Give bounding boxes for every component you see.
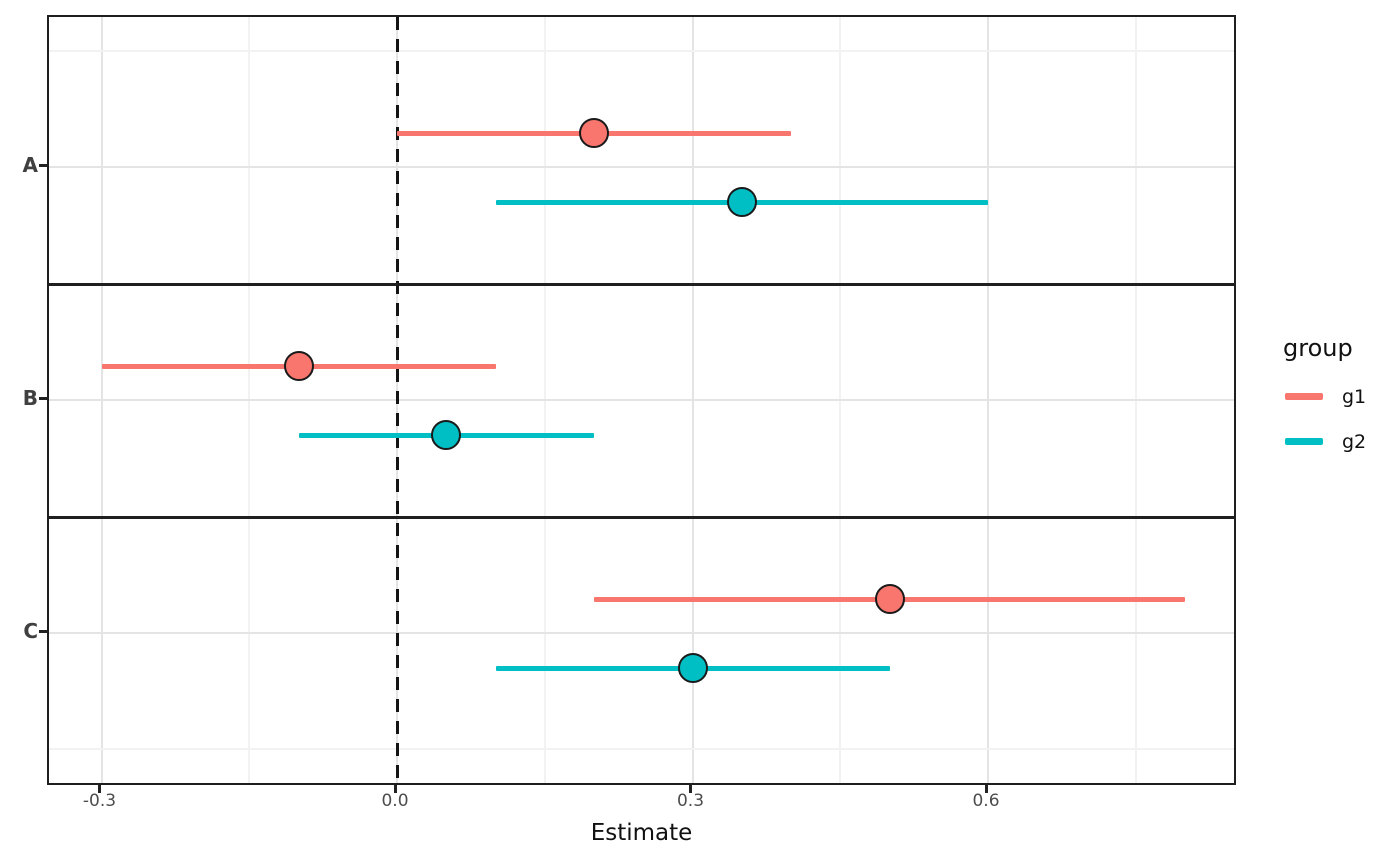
y-axis-tick (39, 163, 47, 167)
x-axis-tick-label: 0.3 (676, 791, 705, 811)
gridline-horizontal-major (49, 399, 1234, 401)
facet-label-b: B (22, 386, 38, 410)
zero-reference-line (395, 17, 399, 783)
point-g1-A (579, 118, 609, 148)
x-axis-tick (98, 785, 101, 793)
point-g2-A (726, 187, 757, 217)
legend-swatch-g1 (1285, 393, 1323, 400)
gridline-horizontal-minor (49, 748, 1234, 750)
x-axis-tick (689, 785, 692, 793)
x-axis-tick (984, 785, 988, 793)
y-axis-tick (39, 396, 47, 400)
gridline-horizontal-minor (49, 50, 1234, 52)
facet-label-a: A (22, 153, 38, 177)
point-g2-B (431, 420, 462, 450)
legend-swatch-g2 (1285, 438, 1323, 445)
y-axis-tick (39, 629, 47, 633)
point-g2-C (677, 653, 708, 683)
x-axis-tick-label: 0.0 (381, 791, 409, 811)
facet-label-c: C (23, 619, 38, 643)
legend-label-g2: g2 (1342, 431, 1367, 453)
point-g1-C (874, 584, 905, 614)
plot-area (47, 15, 1236, 785)
facet-separator-line (49, 515, 1234, 519)
gridline-horizontal-major (49, 632, 1234, 634)
facet-separator-line (49, 282, 1234, 286)
x-axis-tick-label: 0.6 (972, 791, 1000, 811)
legend-label-g1: g1 (1342, 386, 1367, 408)
point-g1-B (283, 351, 314, 381)
x-axis-tick (393, 785, 397, 793)
legend-title: group (1283, 334, 1353, 362)
x-axis-tick-label: -0.3 (82, 791, 117, 811)
gridline-horizontal-major (49, 166, 1234, 168)
x-axis-title: Estimate (590, 820, 693, 846)
